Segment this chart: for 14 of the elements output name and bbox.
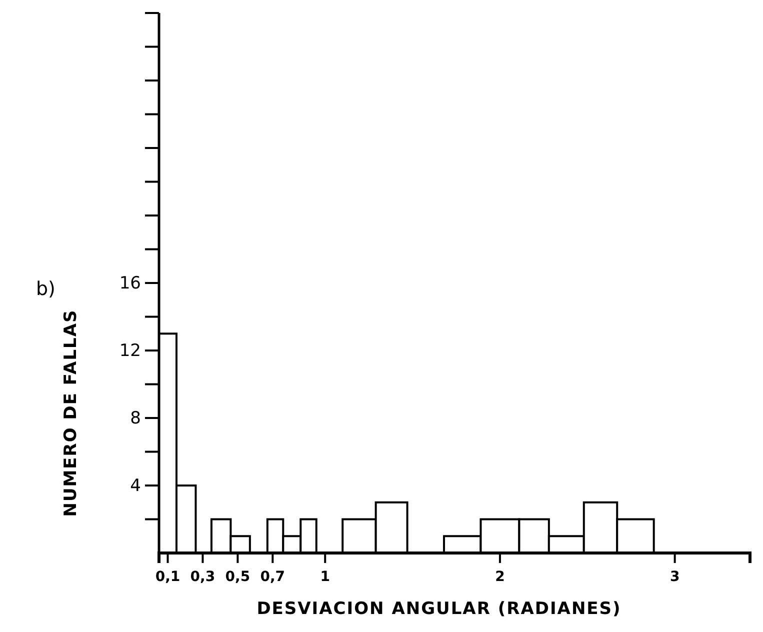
x-tick-label: 0,7: [260, 568, 286, 585]
x-tick-label: 3: [670, 568, 680, 585]
y-tick-label: 16: [119, 273, 141, 294]
y-tick-label: 12: [119, 340, 141, 361]
x-tick-label: 2: [495, 568, 505, 585]
y-axis-title: NUMERO DE FALLAS: [61, 309, 81, 517]
x-tick-label: 0,1: [155, 568, 180, 585]
y-tick-label: 4: [130, 476, 141, 496]
x-tick-label: 1: [320, 568, 330, 585]
y-tick-label: 8: [130, 408, 141, 428]
text: b): [36, 278, 56, 300]
x-tick-label: 0,3: [190, 568, 216, 585]
x-tick-label: 0,5: [225, 568, 250, 585]
x-axis-title: DESVIACION ANGULAR (RADIANES): [256, 599, 622, 619]
